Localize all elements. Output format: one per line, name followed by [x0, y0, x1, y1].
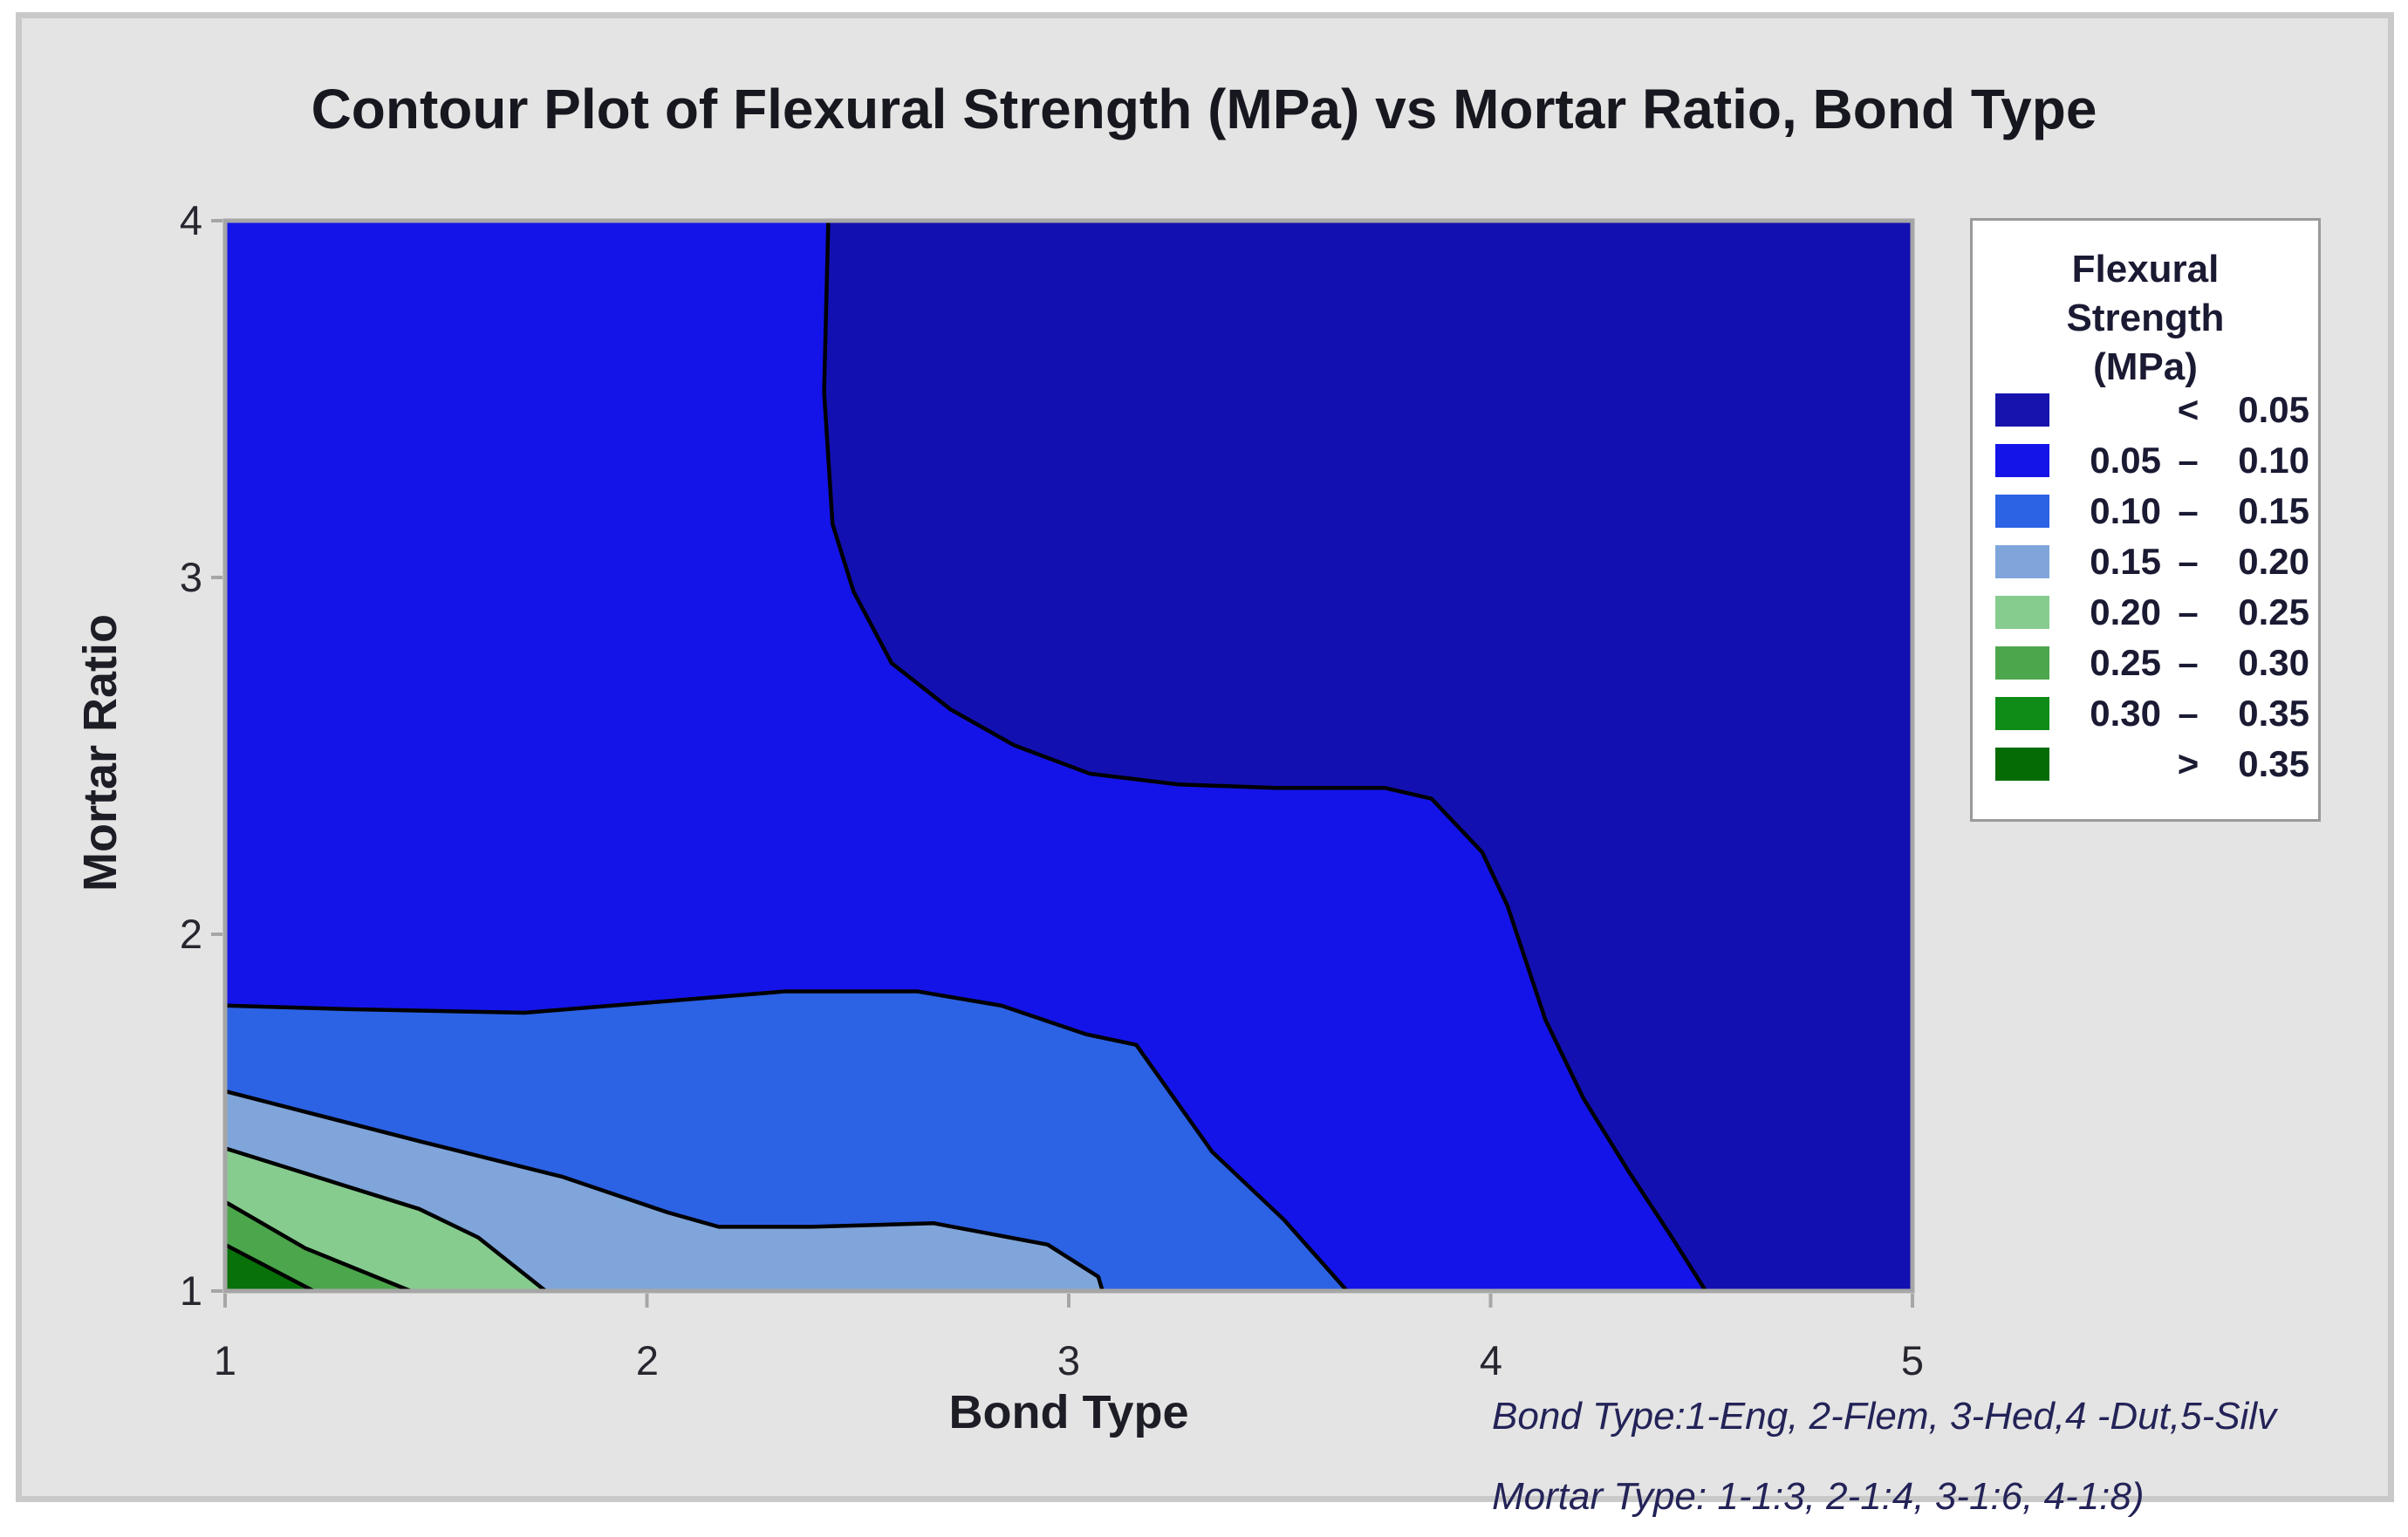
legend-swatch-0.10-0.15 — [1995, 495, 2049, 528]
x-tick-label-1: 1 — [213, 1337, 237, 1383]
legend-row: 0.10 – 0.15 — [1973, 486, 2318, 536]
legend-swatch-gt-0.35 — [1995, 748, 2049, 781]
legend-row: 0.20 – 0.25 — [1973, 587, 2318, 638]
x-axis-label: Bond Type — [948, 1386, 1189, 1438]
legend-row: 0.25 – 0.30 — [1973, 638, 2318, 688]
legend-title: Flexural Strength (MPa) — [2066, 248, 2225, 388]
legend-row: 0.30 – 0.35 — [1973, 688, 2318, 739]
x-tick-label-5: 5 — [1900, 1337, 1925, 1383]
legend-row: 0.15 – 0.20 — [1973, 536, 2318, 587]
legend-swatch-lt-0.05 — [1995, 393, 2049, 427]
legend-swatch-0.20-0.25 — [1995, 596, 2049, 629]
footnote-bond-type: Bond Type:1-Eng, 2-Flem, 3-Hed,4 -Dut,5-… — [1492, 1395, 2277, 1438]
legend-row: < 0.05 — [1973, 385, 2318, 435]
legend-swatch-0.30-0.35 — [1995, 697, 2049, 730]
x-tick-label-4: 4 — [1479, 1337, 1503, 1383]
x-tick-label-2: 2 — [635, 1337, 660, 1383]
footnote-mortar-type: Mortar Type: 1-1:3, 2-1:4, 3-1:6, 4-1:8) — [1492, 1475, 2145, 1518]
legend-rows: < 0.05 0.05 – 0.10 0.10 – 0.15 0.15 – 0.… — [1973, 385, 2318, 789]
legend-row: > 0.35 — [1973, 739, 2318, 789]
legend-swatch-0.25-0.30 — [1995, 646, 2049, 680]
legend-swatch-0.15-0.20 — [1995, 545, 2049, 578]
y-tick-label-1: 1 — [179, 1267, 202, 1314]
x-tick-label-3: 3 — [1057, 1337, 1081, 1383]
y-tick-label-3: 3 — [179, 554, 202, 600]
legend-row: 0.05 – 0.10 — [1973, 435, 2318, 486]
chart-title: Contour Plot of Flexural Strength (MPa) … — [311, 78, 2097, 140]
y-tick-label-4: 4 — [179, 197, 202, 243]
legend-box: Flexural Strength (MPa) < 0.05 0.05 – 0.… — [1970, 218, 2321, 822]
legend-swatch-0.05-0.10 — [1995, 444, 2049, 477]
y-tick-label-2: 2 — [179, 911, 202, 957]
footnote-block: Bond Type:1-Eng, 2-Flem, 3-Hed,4 -Dut,5-… — [1492, 1376, 2276, 1537]
